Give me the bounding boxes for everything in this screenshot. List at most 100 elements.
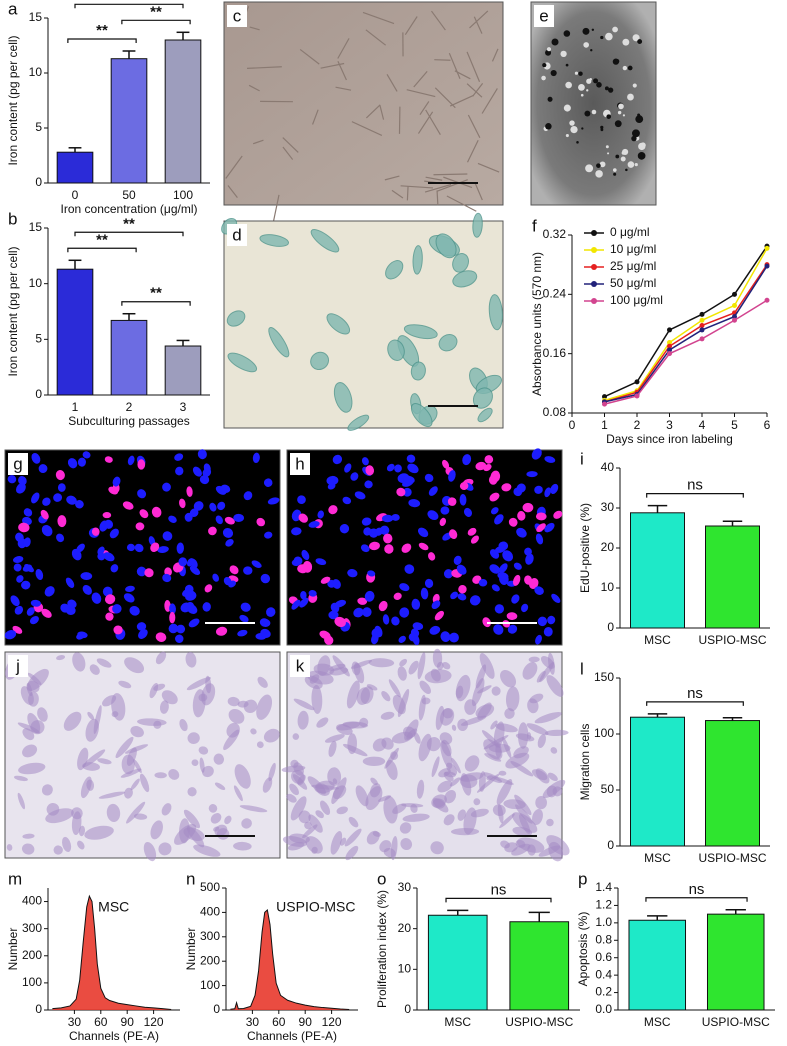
nucleus bbox=[534, 586, 544, 595]
nucleus bbox=[23, 508, 33, 517]
nucleus bbox=[551, 593, 561, 603]
stain bbox=[71, 807, 83, 820]
point bbox=[667, 343, 672, 349]
histogram-outline bbox=[230, 908, 350, 1011]
stain bbox=[355, 785, 369, 807]
cell bbox=[351, 121, 383, 137]
stain bbox=[535, 768, 550, 784]
nucleus bbox=[412, 622, 424, 631]
bar bbox=[56, 268, 94, 396]
stain bbox=[473, 798, 481, 806]
cell bbox=[434, 59, 451, 61]
nucleus bbox=[478, 579, 488, 587]
nucleus bbox=[320, 576, 331, 584]
stain bbox=[490, 720, 498, 730]
inset-label: USPIO-MSC bbox=[276, 899, 355, 915]
nucleus bbox=[347, 569, 358, 578]
stain bbox=[535, 795, 547, 810]
nucleus bbox=[26, 607, 35, 616]
granule bbox=[632, 34, 640, 42]
nucleus bbox=[302, 561, 313, 573]
stain bbox=[432, 798, 449, 813]
nucleus bbox=[536, 523, 546, 533]
point bbox=[667, 347, 672, 353]
stain bbox=[418, 733, 432, 762]
y-tick-label: 0.8 bbox=[595, 932, 612, 946]
nucleus bbox=[440, 506, 450, 515]
nucleus bbox=[484, 455, 494, 464]
series-line bbox=[604, 299, 768, 405]
nucleus bbox=[105, 612, 114, 621]
stain bbox=[305, 836, 323, 854]
nucleus bbox=[526, 471, 538, 478]
stain bbox=[342, 743, 368, 757]
nucleus bbox=[168, 515, 177, 523]
image-frame bbox=[223, 220, 504, 429]
cell bbox=[448, 52, 461, 79]
y-tick-label: 10 bbox=[29, 276, 43, 290]
x-axis-label: Channels (PE-A) bbox=[69, 1029, 159, 1043]
significance-bracket bbox=[646, 701, 744, 706]
granule bbox=[625, 168, 628, 172]
nucleus bbox=[185, 591, 197, 601]
y-tick-label: 5 bbox=[35, 332, 42, 346]
y-axis-label: Number bbox=[184, 928, 198, 971]
nucleus bbox=[298, 513, 309, 523]
nucleus bbox=[344, 463, 352, 473]
nucleus bbox=[127, 455, 135, 466]
stain bbox=[547, 772, 558, 782]
nucleus bbox=[113, 625, 123, 635]
stain bbox=[320, 800, 331, 815]
nucleus bbox=[428, 552, 436, 561]
nucleus bbox=[104, 519, 114, 529]
y-tick-label: 0.6 bbox=[595, 950, 612, 964]
granule bbox=[622, 65, 628, 71]
point bbox=[699, 336, 705, 342]
nucleus bbox=[393, 592, 402, 600]
stain bbox=[505, 686, 520, 712]
nucleus bbox=[411, 598, 421, 610]
stain bbox=[416, 779, 425, 799]
panel-letter: e bbox=[539, 6, 548, 25]
stain bbox=[324, 734, 345, 743]
cell bbox=[488, 294, 503, 331]
nucleus bbox=[260, 573, 271, 584]
granule bbox=[560, 50, 567, 58]
stain bbox=[436, 661, 444, 671]
panel-letter: f bbox=[532, 216, 537, 235]
y-tick-label: 0 bbox=[35, 387, 42, 401]
panel-letter: h bbox=[295, 454, 304, 473]
y-tick-label: 0 bbox=[35, 175, 42, 189]
y-tick-label: 400 bbox=[22, 894, 42, 908]
cell bbox=[386, 74, 398, 92]
granule bbox=[545, 123, 552, 130]
nucleus bbox=[13, 556, 24, 564]
cell bbox=[438, 334, 458, 352]
cell bbox=[452, 253, 469, 273]
nucleus bbox=[222, 527, 234, 538]
stain bbox=[353, 662, 365, 684]
cell bbox=[385, 260, 404, 280]
granule bbox=[622, 114, 626, 117]
x-tick-label: 0 bbox=[72, 188, 79, 202]
granule bbox=[600, 35, 604, 40]
histogram-outline bbox=[52, 894, 172, 1010]
nucleus bbox=[157, 546, 169, 553]
nucleus bbox=[517, 511, 526, 521]
y-tick-label: 0 bbox=[35, 1002, 42, 1016]
nucleus bbox=[535, 512, 547, 521]
nucleus bbox=[233, 513, 245, 522]
stain bbox=[102, 695, 117, 707]
nucleus bbox=[391, 616, 400, 626]
nucleus bbox=[457, 593, 467, 601]
cell bbox=[248, 84, 260, 92]
nucleus bbox=[237, 629, 248, 637]
nucleus bbox=[384, 544, 394, 554]
stain bbox=[366, 830, 380, 845]
nucleus bbox=[513, 562, 522, 570]
nucleus bbox=[378, 600, 388, 612]
cell bbox=[469, 10, 489, 29]
stain bbox=[546, 818, 554, 827]
y-tick-label: 100 bbox=[22, 975, 42, 989]
stain bbox=[370, 783, 381, 798]
